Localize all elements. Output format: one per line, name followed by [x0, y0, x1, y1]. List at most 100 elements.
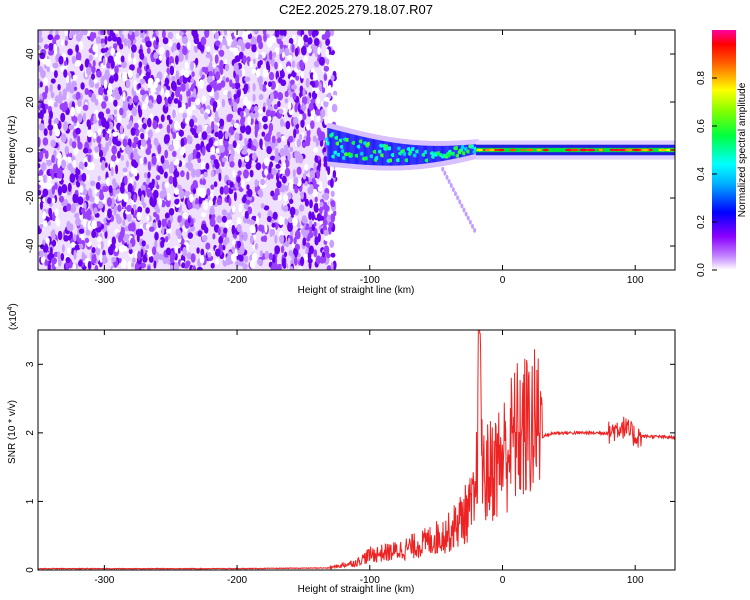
noise-cell — [140, 30, 144, 34]
noise-cell — [60, 133, 67, 143]
noise-cell — [54, 34, 60, 40]
noise-cell — [227, 90, 232, 100]
noise-cell — [241, 68, 246, 77]
noise-cell — [74, 61, 78, 68]
noise-cell — [65, 257, 71, 264]
noise-cell — [122, 167, 128, 173]
noise-cell — [247, 188, 253, 198]
noise-cell — [197, 230, 203, 237]
noise-cell — [180, 68, 185, 76]
y-tick-label: -40 — [25, 238, 36, 253]
noise-cell — [110, 154, 117, 162]
noise-cell — [50, 91, 55, 99]
noise-cell — [199, 255, 205, 264]
noise-cell — [310, 120, 315, 129]
noise-cell — [268, 50, 273, 61]
noise-cell — [54, 128, 61, 137]
noise-cell — [46, 181, 52, 190]
noise-cell — [59, 195, 64, 203]
noise-cell — [314, 196, 318, 203]
noise-cell — [104, 133, 109, 141]
noise-cell — [294, 47, 299, 57]
noise-cell — [72, 262, 76, 270]
noise-cell — [315, 202, 319, 212]
noise-cell — [284, 90, 289, 98]
noise-cell — [143, 172, 148, 179]
noise-cell — [167, 31, 174, 40]
noise-cell — [296, 138, 302, 148]
noise-cell — [300, 118, 305, 128]
noise-cell — [40, 181, 47, 188]
noise-cell — [101, 101, 107, 109]
noise-cell — [279, 30, 285, 36]
noise-cell — [130, 222, 136, 232]
noise-cell — [214, 116, 221, 123]
noise-cell — [186, 107, 193, 116]
noise-cell — [239, 230, 243, 237]
noise-cell — [273, 104, 278, 110]
noise-cell — [262, 115, 268, 123]
noise-cell — [260, 203, 265, 209]
noise-cell — [218, 49, 225, 57]
noise-cell — [49, 30, 53, 35]
noise-cell — [254, 179, 258, 188]
noise-cell — [201, 234, 208, 242]
noise-cell — [94, 196, 100, 205]
noise-cell — [120, 181, 125, 189]
chart-title: C2E2.2025.279.18.07.R07 — [279, 2, 433, 17]
noise-cell — [249, 259, 256, 269]
noise-cell — [330, 74, 335, 82]
noise-cell — [65, 261, 69, 270]
noise-cell — [112, 131, 118, 137]
noise-cell — [92, 202, 98, 210]
noise-cell — [184, 116, 191, 125]
noise-cell — [177, 99, 182, 110]
noise-cell — [295, 128, 300, 135]
noise-cell — [51, 185, 56, 195]
noise-cell — [126, 204, 132, 212]
noise-cell — [145, 96, 149, 105]
noise-cell — [122, 103, 127, 110]
noise-cell — [145, 207, 150, 214]
noise-cell — [263, 33, 267, 42]
noise-cell — [306, 46, 312, 54]
noise-cell — [153, 189, 159, 199]
noise-cell — [323, 155, 328, 164]
noise-cell — [38, 66, 43, 73]
noise-cell — [142, 123, 147, 130]
noise-cell — [137, 104, 141, 115]
noise-cell — [201, 161, 206, 170]
noise-cell — [81, 172, 87, 182]
noise-cell — [204, 66, 209, 75]
noise-cell — [296, 166, 302, 175]
noise-cell — [67, 182, 72, 192]
noise-cell — [142, 103, 148, 110]
noise-cell — [91, 229, 97, 239]
noise-cell — [218, 35, 224, 41]
noise-cell — [291, 84, 297, 90]
noise-cell — [48, 43, 54, 51]
noise-cell — [277, 91, 284, 101]
noise-cell — [100, 163, 106, 171]
noise-cell — [270, 92, 274, 102]
noise-cell — [144, 132, 149, 141]
noise-cell — [274, 245, 281, 255]
noise-cell — [178, 53, 184, 62]
noise-cell — [242, 231, 248, 242]
noise-cell — [164, 97, 168, 108]
colorbar-tick-label: 0.2 — [696, 215, 707, 229]
colorbar: 0.0 0.2 0.4 0.6 0.8 Normalized spectral ampl… — [696, 30, 748, 277]
noise-cell — [208, 137, 214, 148]
noise-cell — [147, 171, 151, 179]
noise-cell — [117, 204, 122, 212]
noise-cell — [82, 104, 89, 111]
noise-cell — [219, 59, 224, 70]
noise-cell — [147, 117, 152, 128]
signal-peak — [587, 148, 596, 152]
noise-cell — [192, 188, 197, 195]
noise-cell — [120, 154, 125, 161]
y-tick-label: 2 — [25, 430, 36, 436]
noise-cell — [104, 121, 110, 130]
noise-cell — [193, 44, 199, 53]
noise-cell — [60, 253, 65, 261]
